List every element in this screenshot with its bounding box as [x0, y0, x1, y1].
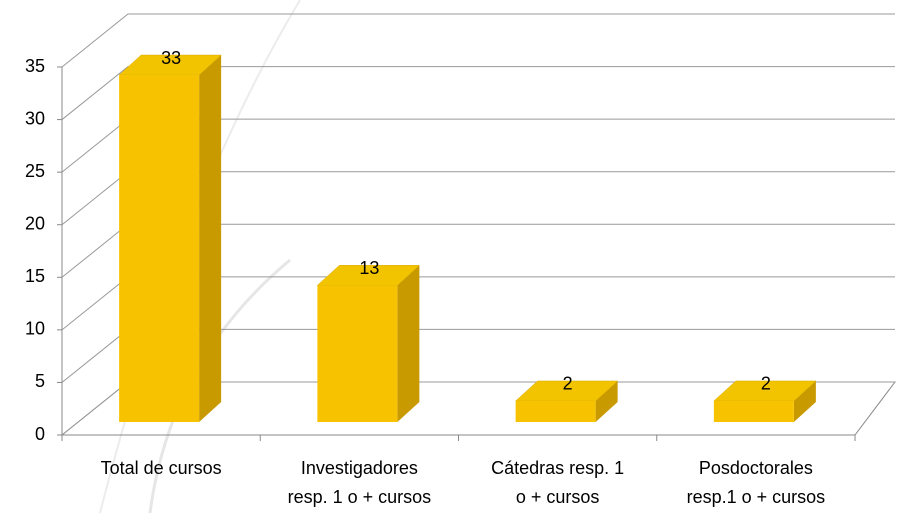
data-label: 33	[161, 48, 181, 68]
x-tick-label: resp. 1 o + cursos	[288, 487, 432, 507]
bar	[119, 75, 200, 423]
y-tick-label: 5	[35, 371, 45, 391]
x-tick-label: o + cursos	[516, 487, 600, 507]
grid-line	[61, 13, 895, 68]
x-tick-label: resp.1 o + cursos	[687, 487, 826, 507]
bar-side	[793, 380, 816, 422]
y-tick-label: 30	[25, 108, 45, 128]
bar-side	[199, 55, 222, 423]
y-tick-label: 35	[25, 56, 45, 76]
y-tick-label: 20	[25, 213, 45, 233]
x-tick-label: Investigadores	[301, 458, 418, 478]
bar	[713, 400, 794, 422]
x-tick-label: Posdoctorales	[699, 458, 813, 478]
data-label: 2	[563, 374, 573, 394]
y-tick-label: 0	[35, 424, 45, 444]
bar-side	[595, 380, 618, 422]
y-tick-label: 25	[25, 161, 45, 181]
y-tick-label: 15	[25, 266, 45, 286]
x-tick-label: Cátedras resp. 1	[491, 458, 624, 478]
bar	[515, 400, 596, 422]
bar-side	[397, 265, 420, 422]
y-tick-label: 10	[25, 319, 45, 339]
data-label: 13	[359, 258, 379, 278]
x-tick-label: Total de cursos	[101, 458, 222, 478]
data-label: 2	[761, 374, 771, 394]
bar	[317, 285, 398, 422]
grid-line	[61, 66, 895, 120]
